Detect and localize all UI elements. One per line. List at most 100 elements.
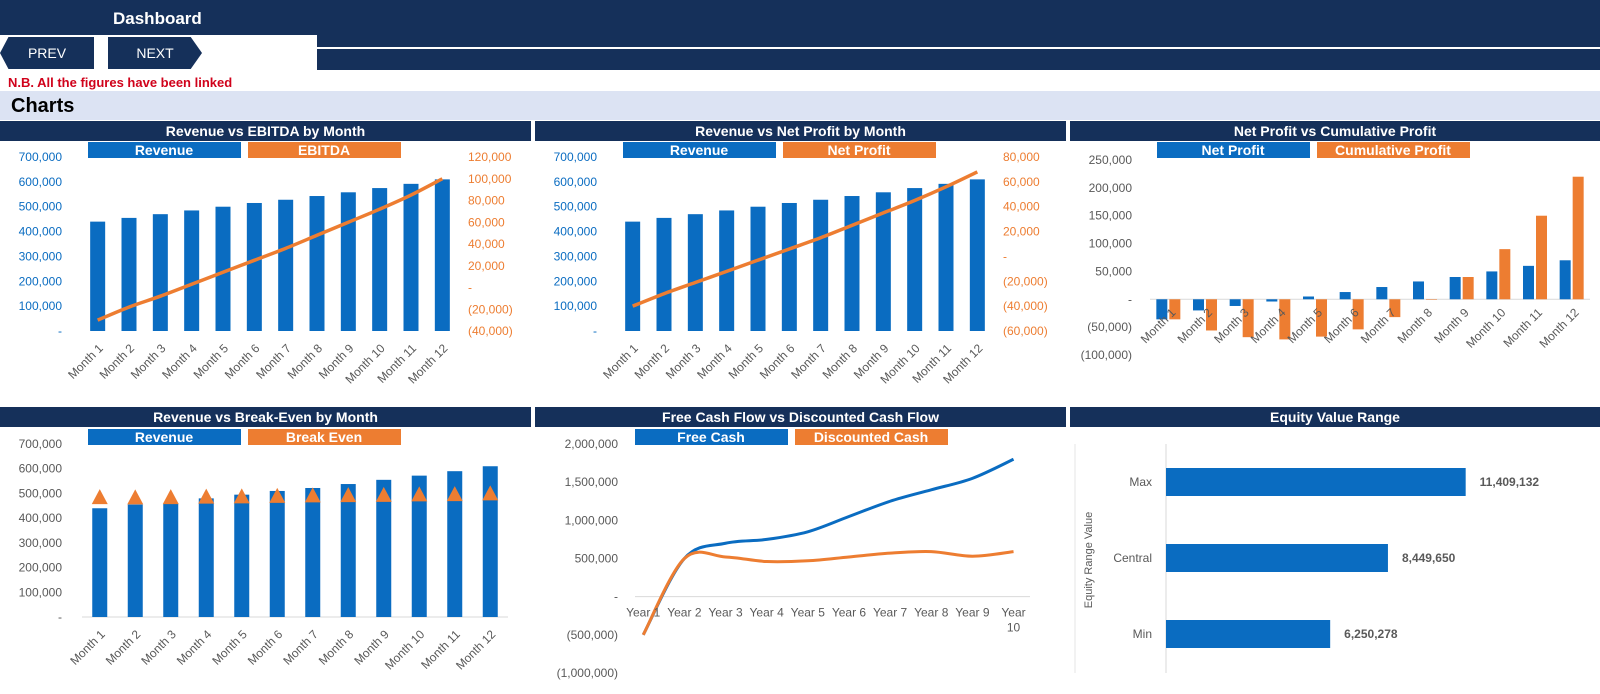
np-cum-bar-2-3: [1242, 299, 1254, 338]
fcf-dcf-x-label-1: Year 1: [626, 606, 661, 620]
np-cum-bar-1-4: [1266, 299, 1278, 302]
linked-figures-note: N.B. All the figures have been linked: [8, 75, 233, 90]
rev-be-marker-5: [233, 488, 250, 504]
np-cum-y-tick-5: 150,000: [1089, 209, 1133, 223]
rev-ebitda-bar-6: [246, 202, 262, 331]
rev-be-marker-9: [375, 486, 392, 502]
rev-be-marker-2: [127, 489, 144, 505]
fcf-dcf-x-label-10: Year: [1001, 606, 1025, 620]
chart-title-equity: Equity Value Range: [1070, 407, 1600, 427]
np-cum-bar-1-2: [1193, 299, 1204, 311]
rev-be-x-label-7: Month 7: [280, 627, 321, 668]
rev-ebitda-y-right-tick-5: 60,000: [468, 215, 505, 229]
np-cum-bar-2-2: [1206, 299, 1217, 331]
rev-be-marker-1: [91, 489, 108, 505]
np-cum-bar-2-10: [1499, 249, 1511, 300]
rev-ebitda-y-right-tick-8: 120,000: [468, 150, 512, 164]
equity-bar-2: [1166, 544, 1388, 572]
np-cum-bar-1-11: [1523, 265, 1534, 300]
rev-ebitda-line: [96, 177, 444, 322]
rev-np-bar-9: [875, 192, 891, 331]
equity-value-label-2: 8,449,650: [1402, 551, 1456, 565]
rev-be-marker-8: [340, 487, 357, 503]
rev-be-bar-10: [411, 475, 427, 617]
rev-ebitda-bar-10: [372, 188, 388, 331]
np-cum-x-label-10: Month 10: [1463, 305, 1509, 351]
rev-ebitda-bar-11: [403, 183, 419, 331]
np-cum-bar-1-1: [1156, 299, 1168, 320]
rev-be-marker-3: [162, 489, 179, 505]
np-cum-bar-1-9: [1449, 277, 1461, 300]
chart-title-fcf-dcf: Free Cash Flow vs Discounted Cash Flow: [535, 407, 1066, 427]
rev-ebitda-y-right-tick-3: 20,000: [468, 259, 505, 273]
legend-label-2: Net Profit: [828, 142, 891, 158]
rev-be-bar-6: [269, 490, 285, 617]
legend-swatch-2: [248, 142, 401, 158]
rev-be-x-label-12: Month 12: [453, 627, 499, 673]
rev-be-bar-9: [376, 479, 392, 617]
rev-ebitda-y-left-tick-6: 600,000: [19, 175, 63, 189]
rev-be-marker-7: [304, 487, 321, 503]
np-cum-y-tick-3: 50,000: [1095, 264, 1132, 278]
rev-np-y-right-tick-4: 20,000: [1003, 225, 1040, 239]
fcf-dcf-y-tick-1: (500,000): [567, 628, 618, 642]
rev-be-marker-12: [482, 485, 499, 501]
fcf-dcf-y-tick-4: 1,000,000: [565, 513, 619, 527]
next-button[interactable]: NEXT: [108, 37, 202, 69]
rev-be-bar-4: [198, 498, 214, 617]
rev-np-bar-12: [969, 179, 985, 331]
fcf-dcf-y-tick-2: -: [614, 590, 618, 604]
rev-ebitda-y-right-tick-4: 40,000: [468, 237, 505, 251]
rev-ebitda-y-left-tick-1: 100,000: [19, 299, 63, 313]
chart-title-rev-np: Revenue vs Net Profit by Month: [535, 121, 1066, 141]
np-cum-bar-2-11: [1536, 215, 1547, 300]
equity-bar-1: [1166, 468, 1466, 496]
rev-be-x-label-2: Month 2: [103, 627, 144, 668]
rev-np-y-left-tick-2: 200,000: [554, 274, 598, 288]
rev-ebitda-y-left-tick-2: 200,000: [19, 274, 63, 288]
rev-np-bar-11: [938, 183, 954, 331]
prev-button[interactable]: PREV: [0, 37, 94, 69]
equity-category-1: Max: [1129, 475, 1152, 489]
equity-value-label-1: 11,409,132: [1480, 475, 1540, 489]
rev-np-bar-3: [687, 214, 703, 331]
rev-np-y-left-tick-5: 500,000: [554, 200, 598, 214]
rev-np-y-left-tick-0: -: [593, 324, 597, 338]
np-cum-y-tick-6: 200,000: [1089, 181, 1133, 195]
rev-np-bar-5: [750, 206, 766, 331]
np-cum-bar-1-3: [1229, 299, 1241, 306]
rev-ebitda-y-left-tick-0: -: [58, 324, 62, 338]
fcf-dcf-y-tick-5: 1,500,000: [565, 475, 619, 489]
legend-label-1: Revenue: [670, 142, 729, 158]
equity-bar-3: [1166, 620, 1331, 648]
legend-swatch-1: [1157, 142, 1310, 158]
np-cum-bar-2-7: [1389, 299, 1401, 318]
rev-ebitda-bar-3: [152, 214, 168, 331]
equity-value-label-3: 6,250,278: [1344, 627, 1398, 641]
rev-np-line: [632, 170, 979, 308]
np-cum-bar-1-6: [1339, 292, 1351, 300]
rev-np-y-left-tick-6: 600,000: [554, 175, 598, 189]
rev-np-bar-7: [813, 199, 829, 331]
fcf-dcf-line-1: [641, 457, 1015, 636]
legend-label-1: Revenue: [135, 142, 194, 158]
np-cum-bar-1-7: [1376, 287, 1388, 300]
rev-be-bar-2: [127, 504, 143, 617]
rev-np-y-right-tick-2: (20,000): [1003, 274, 1048, 288]
np-cum-bar-1-8: [1413, 281, 1424, 300]
rev-ebitda-y-left-tick-5: 500,000: [19, 200, 63, 214]
rev-ebitda-bar-1: [90, 221, 106, 331]
rev-be-y-tick-7: 700,000: [19, 437, 63, 451]
rev-be-bar-5: [234, 494, 250, 617]
rev-np-y-right-tick-0: (60,000): [1003, 324, 1048, 338]
rev-np-bar-1: [625, 221, 641, 331]
rev-np-bar-6: [781, 202, 797, 331]
rev-np-bar-8: [844, 196, 860, 331]
fcf-dcf-x-label-10-b: 10: [1007, 621, 1021, 635]
equity-category-2: Central: [1113, 551, 1152, 565]
rev-ebitda-y-right-tick-7: 100,000: [468, 172, 512, 186]
np-cum-x-label-12: Month 12: [1537, 305, 1583, 351]
rev-be-bar-11: [447, 471, 463, 617]
np-cum-y-tick-0: (100,000): [1081, 348, 1132, 362]
